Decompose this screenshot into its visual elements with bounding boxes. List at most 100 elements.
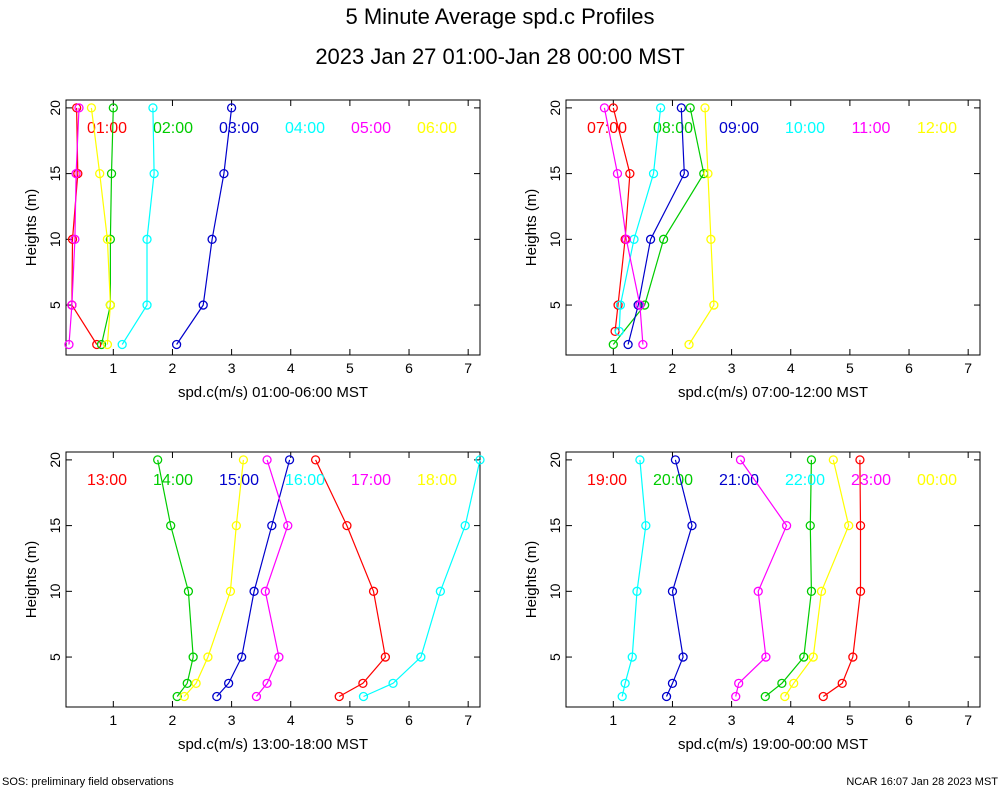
series-line-04:00: [121, 107, 155, 345]
data-point: [64, 339, 74, 350]
data-point: [283, 520, 293, 531]
chart-panel-2: 1 2 3 4 5 6 7 5 10 15 20 spd.c(m/s) 07:00-12:00 MST…: [523, 99, 981, 401]
data-point: [86, 103, 97, 113]
data-point: [684, 339, 694, 350]
data-point: [191, 678, 201, 688]
x-tick-label: 5: [846, 712, 854, 728]
data-point: [380, 652, 391, 662]
x-tick-label: 2: [169, 360, 177, 376]
data-point: [106, 168, 117, 179]
chart-panel-3: 1 2 3 4 5 6 7 5 10 15 20 spd.c(m/s) 13:00-18:00 MST…: [23, 451, 485, 753]
plot-frame: [565, 99, 981, 356]
data-point: [837, 678, 847, 688]
chart-subtitle: 2023 Jan 27 01:00-Jan 28 00:00 MST: [315, 44, 685, 69]
data-point: [142, 300, 152, 310]
x-tick-label: 6: [905, 360, 913, 376]
data-point: [92, 339, 102, 350]
data-point: [816, 586, 827, 596]
legend-label-19:00: 19:00: [587, 472, 627, 489]
data-point: [223, 678, 234, 688]
legend-label-21:00: 21:00: [719, 472, 759, 489]
data-point: [226, 103, 237, 113]
data-point: [183, 586, 194, 596]
x-tick-label: 2: [169, 712, 177, 728]
data-point: [238, 455, 249, 465]
y-axis-label: Heights (m): [523, 541, 540, 619]
data-point: [105, 300, 116, 310]
x-tick-label: 5: [346, 360, 354, 376]
x-tick-label: 1: [109, 712, 117, 728]
y-tick-label: 15: [547, 518, 563, 534]
data-point: [219, 168, 229, 179]
series-line-12:00: [688, 107, 715, 345]
data-point: [620, 678, 630, 688]
x-tick-label: 5: [346, 712, 354, 728]
data-point: [249, 586, 259, 596]
data-point: [179, 691, 189, 702]
data-point: [599, 103, 610, 113]
data-point: [753, 586, 763, 596]
data-point: [706, 234, 716, 244]
series-line-13:00: [315, 459, 387, 698]
series-line-18:00: [183, 459, 244, 697]
data-point: [789, 678, 799, 688]
data-point: [855, 455, 865, 465]
x-tick-label: 1: [109, 360, 117, 376]
x-tick-label: 5: [846, 360, 854, 376]
x-tick-label: 4: [287, 360, 295, 376]
series-line-06:00: [90, 107, 112, 345]
y-tick-label: 20: [547, 100, 563, 116]
data-point: [676, 103, 686, 113]
data-point: [667, 586, 678, 596]
series-line-17:00: [255, 459, 289, 697]
x-tick-label: 3: [228, 712, 236, 728]
data-point: [799, 652, 809, 662]
legend-label-06:00: 06:00: [417, 120, 457, 137]
y-tick-label: 20: [47, 452, 63, 468]
data-point: [203, 652, 213, 662]
x-axis-label: spd.c(m/s) 01:00-06:00 MST: [178, 384, 368, 401]
legend-label-15:00: 15:00: [219, 472, 259, 489]
y-tick-label: 5: [547, 653, 563, 661]
x-tick-label: 3: [728, 712, 736, 728]
legend-label-16:00: 16:00: [285, 472, 325, 489]
data-point: [274, 652, 284, 662]
series-line-00:00: [784, 459, 850, 697]
data-point: [627, 652, 637, 662]
data-point: [182, 678, 192, 688]
data-point: [687, 520, 697, 531]
data-point: [610, 326, 620, 336]
data-point: [703, 168, 713, 179]
data-point: [709, 300, 719, 310]
data-point: [640, 300, 650, 310]
y-tick-label: 20: [47, 100, 63, 116]
y-tick-label: 5: [47, 653, 63, 661]
x-tick-label: 2: [669, 360, 677, 376]
data-point: [153, 455, 163, 465]
data-point: [780, 691, 790, 702]
series-line-23:00: [735, 459, 788, 697]
data-point: [251, 691, 262, 702]
series-line-14:00: [157, 459, 194, 697]
data-point: [102, 234, 113, 244]
data-point: [475, 455, 485, 465]
data-point: [262, 678, 272, 688]
legend-label-12:00: 12:00: [917, 120, 957, 137]
data-point: [777, 678, 787, 688]
data-point: [805, 520, 815, 531]
x-axis-label: spd.c(m/s) 19:00-00:00 MST: [678, 736, 868, 753]
y-tick-label: 10: [547, 231, 563, 247]
data-point: [625, 168, 635, 179]
data-point: [658, 234, 669, 244]
data-point: [855, 520, 866, 531]
legend-label-09:00: 09:00: [719, 120, 759, 137]
data-point: [172, 691, 182, 702]
series-line-10:00: [618, 107, 662, 332]
data-point: [632, 586, 642, 596]
data-point: [623, 339, 633, 350]
legend-label-10:00: 10:00: [785, 120, 825, 137]
data-point: [621, 234, 631, 244]
series-line-22:00: [621, 459, 647, 697]
data-point: [614, 326, 624, 336]
legend-label-18:00: 18:00: [417, 472, 457, 489]
